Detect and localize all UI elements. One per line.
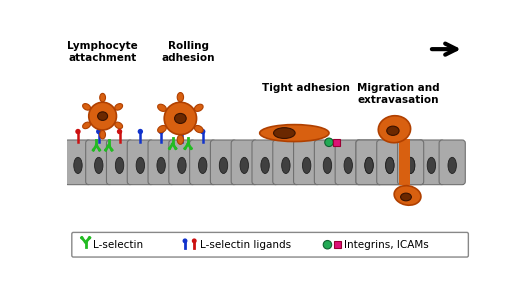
Circle shape [168,147,171,150]
Circle shape [200,129,206,134]
FancyBboxPatch shape [294,140,320,185]
Text: L-selectin: L-selectin [93,240,143,250]
Ellipse shape [74,157,82,173]
Text: Migration and
extravasation: Migration and extravasation [357,83,440,105]
Ellipse shape [281,157,290,173]
Text: L-selectin ligands: L-selectin ligands [200,240,291,250]
Text: Tight adhesion: Tight adhesion [262,83,350,93]
Ellipse shape [427,157,436,173]
FancyBboxPatch shape [231,140,257,185]
Circle shape [179,129,184,134]
Ellipse shape [386,157,394,173]
Circle shape [190,147,193,150]
Circle shape [104,148,107,151]
FancyBboxPatch shape [127,140,153,185]
Ellipse shape [115,103,123,110]
Circle shape [323,240,331,249]
Ellipse shape [100,131,105,139]
Circle shape [98,148,101,151]
Ellipse shape [97,112,108,121]
Circle shape [88,236,91,240]
Ellipse shape [158,126,167,133]
Ellipse shape [387,126,399,135]
Ellipse shape [157,157,165,173]
Ellipse shape [115,157,124,173]
FancyBboxPatch shape [397,140,424,185]
Circle shape [174,147,177,150]
Ellipse shape [83,103,91,110]
Ellipse shape [378,116,411,143]
FancyBboxPatch shape [72,232,469,257]
Ellipse shape [240,157,249,173]
Ellipse shape [158,104,167,111]
FancyBboxPatch shape [106,140,133,185]
Circle shape [117,129,122,134]
Ellipse shape [199,157,207,173]
Ellipse shape [260,125,329,141]
Circle shape [325,138,333,146]
Circle shape [92,148,95,151]
Ellipse shape [177,93,183,102]
FancyBboxPatch shape [190,140,216,185]
FancyBboxPatch shape [169,140,195,185]
Circle shape [183,147,187,150]
Ellipse shape [177,135,183,144]
Text: Integrins, ICAMs: Integrins, ICAMs [344,240,429,250]
Bar [333,139,340,146]
Ellipse shape [100,93,105,102]
Text: Rolling
adhesion: Rolling adhesion [161,41,215,63]
FancyBboxPatch shape [418,140,444,185]
Ellipse shape [365,157,373,173]
Bar [399,139,410,186]
Ellipse shape [323,157,331,173]
Ellipse shape [401,193,412,201]
FancyBboxPatch shape [377,140,403,185]
FancyBboxPatch shape [210,140,237,185]
Ellipse shape [302,157,311,173]
Ellipse shape [394,186,421,205]
FancyBboxPatch shape [273,140,299,185]
Ellipse shape [219,157,228,173]
Ellipse shape [274,128,295,138]
FancyBboxPatch shape [356,140,382,185]
Ellipse shape [261,157,269,173]
Ellipse shape [365,157,373,173]
Ellipse shape [194,104,203,111]
Ellipse shape [406,157,415,173]
Circle shape [96,129,102,134]
Circle shape [89,102,116,130]
Text: Lymphocyte
attachment: Lymphocyte attachment [67,41,138,63]
Bar [334,241,340,248]
Circle shape [138,129,143,134]
Circle shape [110,148,113,151]
FancyBboxPatch shape [335,140,362,185]
FancyBboxPatch shape [439,140,465,185]
Ellipse shape [83,122,91,129]
Circle shape [80,236,83,240]
Ellipse shape [406,157,415,173]
Ellipse shape [174,113,186,123]
FancyBboxPatch shape [356,140,382,185]
FancyBboxPatch shape [86,140,112,185]
Ellipse shape [344,157,353,173]
Circle shape [164,102,197,135]
Ellipse shape [115,122,123,129]
Circle shape [75,129,81,134]
FancyBboxPatch shape [252,140,278,185]
FancyBboxPatch shape [65,140,91,185]
Ellipse shape [136,157,144,173]
Ellipse shape [194,126,203,133]
Ellipse shape [448,157,456,173]
Circle shape [182,238,188,243]
FancyBboxPatch shape [377,140,403,185]
Circle shape [159,129,164,134]
Ellipse shape [94,157,103,173]
Ellipse shape [178,157,186,173]
Ellipse shape [386,157,394,173]
FancyBboxPatch shape [148,140,174,185]
Circle shape [192,238,197,243]
FancyBboxPatch shape [397,140,424,185]
FancyBboxPatch shape [315,140,340,185]
